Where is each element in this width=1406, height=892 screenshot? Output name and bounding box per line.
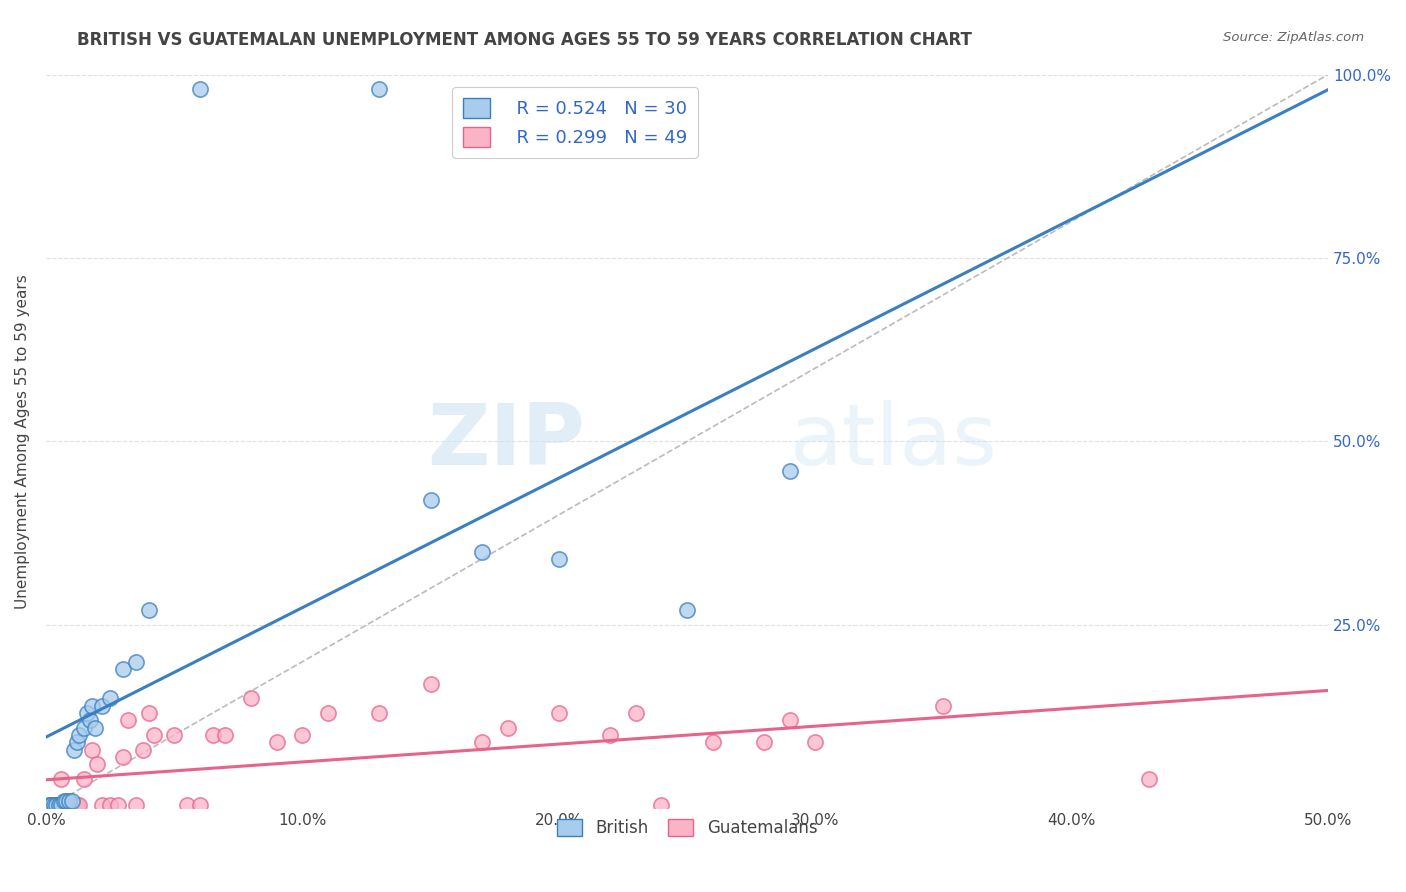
Guatemalans <box>419 676 441 690</box>
British <box>79 714 101 728</box>
Guatemalans <box>66 797 89 812</box>
British <box>51 797 73 812</box>
Guatemalans <box>45 797 67 812</box>
British <box>471 544 494 558</box>
British <box>42 797 65 812</box>
Guatemalans <box>1137 772 1160 786</box>
Y-axis label: Unemployment Among Ages 55 to 59 years: Unemployment Among Ages 55 to 59 years <box>15 274 30 609</box>
Text: BRITISH VS GUATEMALAN UNEMPLOYMENT AMONG AGES 55 TO 59 YEARS CORRELATION CHART: BRITISH VS GUATEMALAN UNEMPLOYMENT AMONG… <box>77 31 972 49</box>
British <box>63 743 86 757</box>
Guatemalans <box>599 728 621 742</box>
Text: ZIP: ZIP <box>427 400 585 483</box>
British <box>55 794 77 808</box>
British <box>368 82 391 96</box>
Guatemalans <box>142 728 165 742</box>
Guatemalans <box>98 797 121 812</box>
British <box>547 552 569 566</box>
British <box>125 655 148 669</box>
Guatemalans <box>650 797 672 812</box>
Guatemalans <box>496 721 519 735</box>
British <box>82 698 104 713</box>
Text: atlas: atlas <box>790 400 998 483</box>
Guatemalans <box>368 706 391 720</box>
Guatemalans <box>48 797 70 812</box>
British <box>67 728 90 742</box>
Guatemalans <box>60 797 83 812</box>
Guatemalans <box>138 706 160 720</box>
Guatemalans <box>73 772 96 786</box>
Guatemalans <box>67 797 90 812</box>
Guatemalans <box>82 743 104 757</box>
British <box>58 794 80 808</box>
Guatemalans <box>188 797 211 812</box>
British <box>138 603 160 617</box>
British <box>83 721 105 735</box>
British <box>779 464 801 478</box>
Guatemalans <box>201 728 224 742</box>
Guatemalans <box>214 728 236 742</box>
Guatemalans <box>266 735 288 749</box>
British <box>38 797 60 812</box>
British <box>676 603 699 617</box>
Guatemalans <box>51 772 73 786</box>
Guatemalans <box>240 691 263 706</box>
British <box>45 797 67 812</box>
Guatemalans <box>316 706 339 720</box>
Guatemalans <box>125 797 148 812</box>
British <box>76 706 98 720</box>
British <box>419 493 441 508</box>
British <box>73 721 96 735</box>
Guatemalans <box>63 797 86 812</box>
British <box>91 698 114 713</box>
British <box>52 794 75 808</box>
Guatemalans <box>117 714 139 728</box>
Legend: British, Guatemalans: British, Guatemalans <box>550 813 824 844</box>
Guatemalans <box>779 714 801 728</box>
British <box>60 794 83 808</box>
Guatemalans <box>752 735 775 749</box>
Guatemalans <box>52 797 75 812</box>
Guatemalans <box>547 706 569 720</box>
Guatemalans <box>51 797 73 812</box>
Guatemalans <box>132 743 155 757</box>
Guatemalans <box>42 797 65 812</box>
British <box>188 82 211 96</box>
Guatemalans <box>58 797 80 812</box>
Guatemalans <box>932 698 955 713</box>
Guatemalans <box>107 797 129 812</box>
Guatemalans <box>86 757 108 772</box>
British <box>66 735 89 749</box>
Guatemalans <box>39 797 62 812</box>
Guatemalans <box>55 797 77 812</box>
Guatemalans <box>624 706 647 720</box>
Guatemalans <box>804 735 827 749</box>
Text: Source: ZipAtlas.com: Source: ZipAtlas.com <box>1223 31 1364 45</box>
Guatemalans <box>471 735 494 749</box>
Guatemalans <box>38 797 60 812</box>
Guatemalans <box>702 735 724 749</box>
Guatemalans <box>176 797 198 812</box>
Guatemalans <box>163 728 186 742</box>
British <box>39 797 62 812</box>
British <box>111 662 134 676</box>
Guatemalans <box>291 728 314 742</box>
Guatemalans <box>111 750 134 764</box>
British <box>98 691 121 706</box>
British <box>48 797 70 812</box>
Guatemalans <box>91 797 114 812</box>
